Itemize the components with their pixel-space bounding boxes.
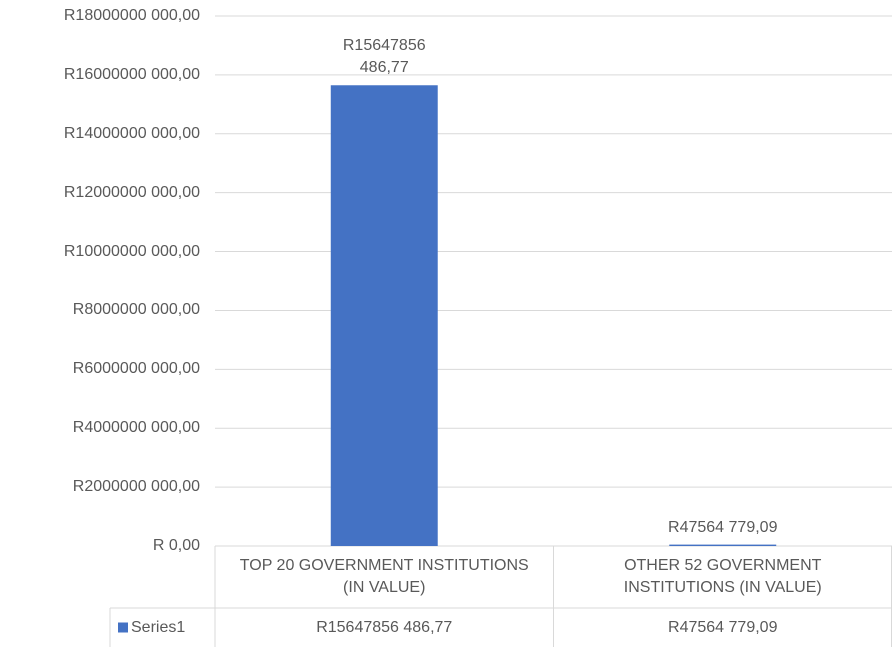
y-tick-label: R10000000 000,00 [63,242,200,260]
y-tick-label: R8000000 000,00 [72,301,200,319]
bar [669,544,777,546]
data-label: R15647856 486,77 [342,37,426,77]
y-tick-label: R16000000 000,00 [63,65,200,83]
y-tick-label: R14000000 000,00 [63,124,200,142]
y-tick-label: R6000000 000,00 [72,360,200,378]
category-label: OTHER 52 GOVERNMENT INSTITUTIONS (IN VAL… [623,557,822,596]
category-label: TOP 20 GOVERNMENT INSTITUTIONS (IN VALUE… [239,557,529,596]
legend-key [118,622,128,633]
y-tick-label: R4000000 000,00 [72,419,200,437]
y-tick-label: R12000000 000,00 [63,183,200,201]
table-value: R47564 779,09 [668,618,778,636]
table-value: R15647856 486,77 [316,618,453,636]
y-tick-label: R18000000 000,00 [63,7,200,24]
legend-label: Series1 [131,618,186,636]
y-tick-label: R 0,00 [152,537,200,554]
y-tick-label: R2000000 000,00 [72,478,200,496]
bar [330,85,438,546]
data-label: R47564 779,09 [668,518,778,536]
